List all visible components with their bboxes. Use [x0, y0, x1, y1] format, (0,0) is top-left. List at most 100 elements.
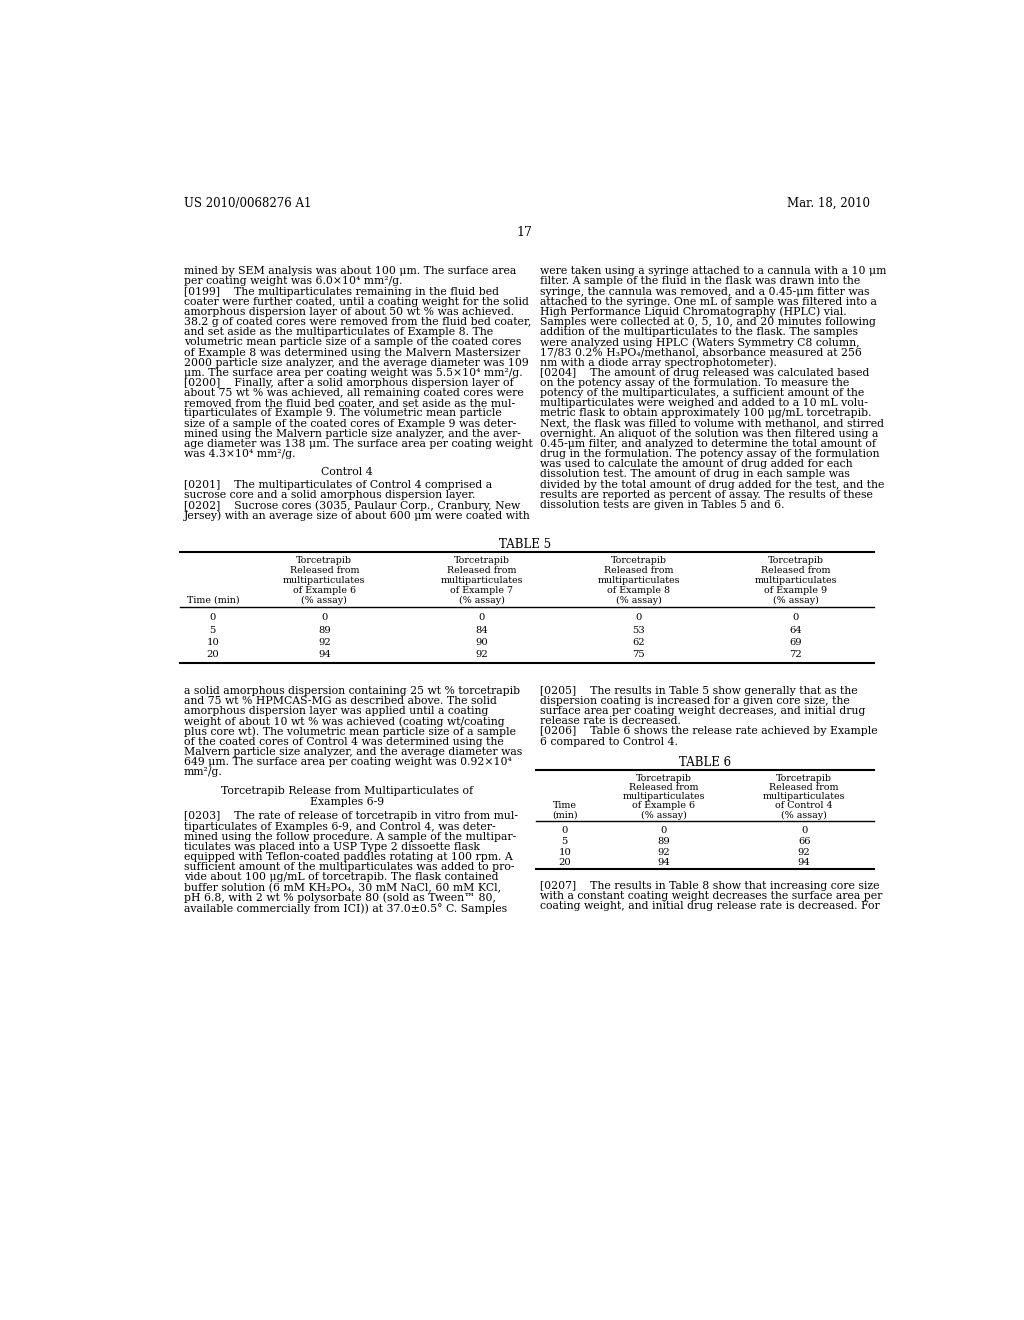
Text: coating weight, and initial drug release rate is decreased. For: coating weight, and initial drug release… — [540, 902, 880, 911]
Text: were taken using a syringe attached to a cannula with a 10 μm: were taken using a syringe attached to a… — [540, 267, 886, 276]
Text: ticulates was placed into a USP Type 2 dissoette flask: ticulates was placed into a USP Type 2 d… — [183, 842, 480, 851]
Text: amorphous dispersion layer was applied until a coating: amorphous dispersion layer was applied u… — [183, 706, 488, 715]
Text: [0205]    The results in Table 5 show generally that as the: [0205] The results in Table 5 show gener… — [540, 685, 857, 696]
Text: 20: 20 — [207, 651, 219, 659]
Text: a solid amorphous dispersion containing 25 wt % torcetrapib: a solid amorphous dispersion containing … — [183, 685, 520, 696]
Text: divided by the total amount of drug added for the test, and the: divided by the total amount of drug adde… — [540, 479, 884, 490]
Text: 66: 66 — [798, 837, 810, 846]
Text: of Example 6: of Example 6 — [633, 801, 695, 810]
Text: of the coated cores of Control 4 was determined using the: of the coated cores of Control 4 was det… — [183, 737, 504, 747]
Text: amorphous dispersion layer of about 50 wt % was achieved.: amorphous dispersion layer of about 50 w… — [183, 306, 514, 317]
Text: overnight. An aliquot of the solution was then filtered using a: overnight. An aliquot of the solution wa… — [540, 429, 878, 438]
Text: 6 compared to Control 4.: 6 compared to Control 4. — [540, 737, 678, 747]
Text: mined using the follow procedure. A sample of the multipar-: mined using the follow procedure. A samp… — [183, 832, 516, 842]
Text: available commercially from ICI)) at 37.0±0.5° C. Samples: available commercially from ICI)) at 37.… — [183, 903, 507, 913]
Text: tiparticulates of Examples 6-9, and Control 4, was deter-: tiparticulates of Examples 6-9, and Cont… — [183, 821, 496, 832]
Text: 0.45-μm filter, and analyzed to determine the total amount of: 0.45-μm filter, and analyzed to determin… — [540, 440, 876, 449]
Text: 20: 20 — [558, 858, 571, 867]
Text: mined by SEM analysis was about 100 μm. The surface area: mined by SEM analysis was about 100 μm. … — [183, 267, 516, 276]
Text: buffer solution (6 mM KH₂PO₄, 30 mM NaCl, 60 mM KCl,: buffer solution (6 mM KH₂PO₄, 30 mM NaCl… — [183, 883, 501, 892]
Text: (% assay): (% assay) — [459, 595, 505, 605]
Text: [0201]    The multiparticulates of Control 4 comprised a: [0201] The multiparticulates of Control … — [183, 480, 492, 490]
Text: (% assay): (% assay) — [781, 810, 827, 820]
Text: potency of the multiparticulates, a sufficient amount of the: potency of the multiparticulates, a suff… — [540, 388, 864, 399]
Text: dispersion coating is increased for a given core size, the: dispersion coating is increased for a gi… — [540, 696, 849, 706]
Text: 90: 90 — [475, 638, 487, 647]
Text: (% assay): (% assay) — [641, 810, 687, 820]
Text: equipped with Teflon-coated paddles rotating at 100 rpm. A: equipped with Teflon-coated paddles rota… — [183, 851, 513, 862]
Text: of Example 8 was determined using the Malvern Mastersizer: of Example 8 was determined using the Ma… — [183, 347, 520, 358]
Text: Released from: Released from — [290, 565, 359, 574]
Text: and set aside as the multiparticulates of Example 8. The: and set aside as the multiparticulates o… — [183, 327, 493, 337]
Text: attached to the syringe. One mL of sample was filtered into a: attached to the syringe. One mL of sampl… — [540, 297, 877, 306]
Text: 17: 17 — [517, 226, 532, 239]
Text: 94: 94 — [798, 858, 811, 867]
Text: 89: 89 — [318, 626, 331, 635]
Text: [0200]    Finally, after a solid amorphous dispersion layer of: [0200] Finally, after a solid amorphous … — [183, 378, 513, 388]
Text: Samples were collected at 0, 5, 10, and 20 minutes following: Samples were collected at 0, 5, 10, and … — [540, 317, 876, 327]
Text: 17/83 0.2% H₃PO₄/methanol, absorbance measured at 256: 17/83 0.2% H₃PO₄/methanol, absorbance me… — [540, 347, 861, 358]
Text: Released from: Released from — [604, 565, 674, 574]
Text: 89: 89 — [657, 837, 671, 846]
Text: High Performance Liquid Chromatography (HPLC) vial.: High Performance Liquid Chromatography (… — [540, 306, 846, 317]
Text: [0199]    The multiparticulates remaining in the fluid bed: [0199] The multiparticulates remaining i… — [183, 286, 499, 297]
Text: 84: 84 — [475, 626, 487, 635]
Text: Torcetrapib: Torcetrapib — [454, 556, 510, 565]
Text: multiparticulates: multiparticulates — [623, 792, 706, 801]
Text: mm²/g.: mm²/g. — [183, 767, 222, 777]
Text: with a constant coating weight decreases the surface area per: with a constant coating weight decreases… — [540, 891, 882, 900]
Text: of Example 8: of Example 8 — [607, 586, 670, 594]
Text: Malvern particle size analyzer, and the average diameter was: Malvern particle size analyzer, and the … — [183, 747, 522, 756]
Text: volumetric mean particle size of a sample of the coated cores: volumetric mean particle size of a sampl… — [183, 338, 521, 347]
Text: of Example 7: of Example 7 — [450, 586, 513, 594]
Text: Torcetrapib: Torcetrapib — [776, 774, 833, 783]
Text: 64: 64 — [790, 626, 802, 635]
Text: (% assay): (% assay) — [773, 595, 819, 605]
Text: on the potency assay of the formulation. To measure the: on the potency assay of the formulation.… — [540, 378, 849, 388]
Text: TABLE 6: TABLE 6 — [679, 756, 731, 770]
Text: nm with a diode array spectrophotometer).: nm with a diode array spectrophotometer)… — [540, 358, 776, 368]
Text: removed from the fluid bed coater, and set aside as the mul-: removed from the fluid bed coater, and s… — [183, 399, 515, 408]
Text: Torcetrapib: Torcetrapib — [768, 556, 823, 565]
Text: 0: 0 — [322, 614, 328, 622]
Text: dissolution tests are given in Tables 5 and 6.: dissolution tests are given in Tables 5 … — [540, 500, 784, 510]
Text: 92: 92 — [798, 847, 811, 857]
Text: was 4.3×10⁴ mm²/g.: was 4.3×10⁴ mm²/g. — [183, 449, 295, 459]
Text: syringe, the cannula was removed, and a 0.45-μm fitter was: syringe, the cannula was removed, and a … — [540, 286, 869, 297]
Text: filter. A sample of the fluid in the flask was drawn into the: filter. A sample of the fluid in the fla… — [540, 276, 860, 286]
Text: coater were further coated, until a coating weight for the solid: coater were further coated, until a coat… — [183, 297, 528, 306]
Text: Released from: Released from — [761, 565, 830, 574]
Text: sucrose core and a solid amorphous dispersion layer.: sucrose core and a solid amorphous dispe… — [183, 491, 475, 500]
Text: Next, the flask was filled to volume with methanol, and stirred: Next, the flask was filled to volume wit… — [540, 418, 884, 429]
Text: were analyzed using HPLC (Waters Symmetry C8 column,: were analyzed using HPLC (Waters Symmetr… — [540, 338, 859, 348]
Text: surface area per coating weight decreases, and initial drug: surface area per coating weight decrease… — [540, 706, 865, 715]
Text: [0204]    The amount of drug released was calculated based: [0204] The amount of drug released was c… — [540, 368, 869, 378]
Text: of Control 4: of Control 4 — [775, 801, 833, 810]
Text: 53: 53 — [632, 626, 645, 635]
Text: 0: 0 — [660, 826, 667, 836]
Text: [0207]    The results in Table 8 show that increasing core size: [0207] The results in Table 8 show that … — [540, 880, 879, 891]
Text: release rate is decreased.: release rate is decreased. — [540, 717, 680, 726]
Text: weight of about 10 wt % was achieved (coating wt/coating: weight of about 10 wt % was achieved (co… — [183, 717, 505, 727]
Text: Time (min): Time (min) — [186, 595, 240, 605]
Text: 0: 0 — [636, 614, 642, 622]
Text: about 75 wt % was achieved, all remaining coated cores were: about 75 wt % was achieved, all remainin… — [183, 388, 523, 399]
Text: 0: 0 — [478, 614, 484, 622]
Text: 5: 5 — [210, 626, 216, 635]
Text: 649 μm. The surface area per coating weight was 0.92×10⁴: 649 μm. The surface area per coating wei… — [183, 756, 512, 767]
Text: 62: 62 — [632, 638, 645, 647]
Text: drug in the formulation. The potency assay of the formulation: drug in the formulation. The potency ass… — [540, 449, 879, 459]
Text: 92: 92 — [657, 847, 671, 857]
Text: 0: 0 — [801, 826, 807, 836]
Text: (% assay): (% assay) — [615, 595, 662, 605]
Text: age diameter was 138 μm. The surface area per coating weight: age diameter was 138 μm. The surface are… — [183, 440, 532, 449]
Text: 10: 10 — [558, 847, 571, 857]
Text: size of a sample of the coated cores of Example 9 was deter-: size of a sample of the coated cores of … — [183, 418, 516, 429]
Text: 75: 75 — [632, 651, 645, 659]
Text: 38.2 g of coated cores were removed from the fluid bed coater,: 38.2 g of coated cores were removed from… — [183, 317, 531, 327]
Text: Mar. 18, 2010: Mar. 18, 2010 — [787, 197, 870, 210]
Text: pH 6.8, with 2 wt % polysorbate 80 (sold as Tween™ 80,: pH 6.8, with 2 wt % polysorbate 80 (sold… — [183, 892, 496, 903]
Text: TABLE 5: TABLE 5 — [499, 537, 551, 550]
Text: Examples 6-9: Examples 6-9 — [310, 796, 384, 807]
Text: 92: 92 — [475, 651, 487, 659]
